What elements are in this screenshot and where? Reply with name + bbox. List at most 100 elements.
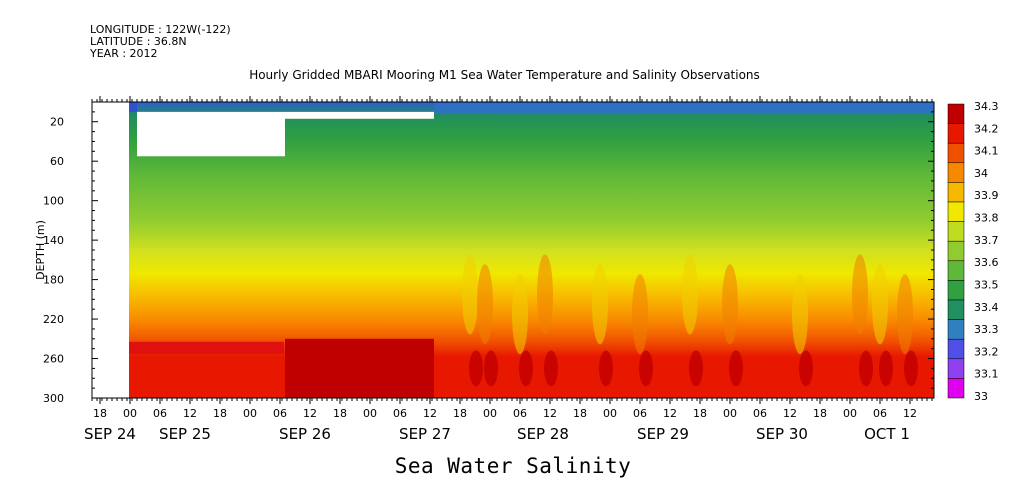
x-tick-label: 00 — [243, 407, 257, 420]
x-day-label: SEP 30 — [756, 425, 808, 443]
x-tick-label: 06 — [753, 407, 767, 420]
x-day-label: SEP 26 — [279, 425, 331, 443]
y-tick-label: 20 — [50, 116, 64, 129]
y-tick-label: 180 — [43, 274, 64, 287]
x-day-label: SEP 25 — [159, 425, 211, 443]
colorbar-label: 33.3 — [974, 323, 999, 336]
x-tick-label: 06 — [873, 407, 887, 420]
surface-low-salinity — [434, 102, 934, 114]
x-tick-label: 00 — [843, 407, 857, 420]
deep-ripple — [519, 350, 533, 387]
deep-ripple — [484, 350, 498, 387]
colorbar-label: 34.2 — [974, 122, 999, 135]
colorbar-swatch — [947, 358, 965, 379]
x-tick-label: 18 — [213, 407, 227, 420]
data-gap — [92, 102, 129, 398]
deep-high-salinity-band — [285, 338, 434, 398]
colorbar-label: 34 — [974, 167, 988, 180]
salinity-ripple — [477, 264, 493, 345]
x-tick-label: 18 — [333, 407, 347, 420]
colorbar-swatch — [947, 142, 965, 164]
x-tick-label: 18 — [693, 407, 707, 420]
year-label: YEAR : 2012 — [90, 47, 158, 60]
x-day-label: SEP 27 — [399, 425, 451, 443]
salinity-ripple — [537, 254, 553, 335]
chart-title: Hourly Gridded MBARI Mooring M1 Sea Wate… — [249, 68, 760, 82]
x-tick-label: 06 — [153, 407, 167, 420]
deep-ripple — [904, 350, 918, 387]
x-tick-label: 18 — [93, 407, 107, 420]
deep-ripple — [544, 350, 558, 387]
deep-ripple — [639, 350, 653, 387]
salinity-ripple — [852, 254, 868, 335]
data-gap — [285, 111, 434, 119]
y-tick-label: 60 — [50, 155, 64, 168]
colorbar-swatch — [947, 338, 965, 360]
x-day-label: SEP 29 — [637, 425, 689, 443]
y-axis-label: DEPTH (m) — [34, 220, 47, 280]
data-gap — [137, 111, 285, 157]
x-tick-label: 00 — [483, 407, 497, 420]
deep-ripple — [879, 350, 893, 387]
salinity-ripple — [592, 264, 608, 345]
salinity-ripple — [682, 254, 698, 335]
deep-ripple — [469, 350, 483, 387]
x-tick-label: 18 — [573, 407, 587, 420]
x-tick-label: 12 — [303, 407, 317, 420]
colorbar-swatch — [947, 280, 965, 301]
surface-segment — [129, 102, 137, 112]
x-tick-label: 06 — [633, 407, 647, 420]
colorbar-label: 33.4 — [974, 301, 999, 314]
colorbar-label: 33.2 — [974, 345, 999, 358]
x-tick-label: 12 — [543, 407, 557, 420]
x-day-label: SEP 24 — [84, 425, 136, 443]
x-tick-label: 12 — [183, 407, 197, 420]
salinity-ripple — [722, 264, 738, 345]
x-tick-label: 00 — [363, 407, 377, 420]
longitude-label: LONGITUDE : 122W(-122) — [90, 23, 231, 36]
x-tick-label: 00 — [723, 407, 737, 420]
colorbar-swatch — [947, 260, 965, 281]
salinity-ripple — [872, 264, 888, 345]
colorbar-label: 33.5 — [974, 278, 999, 291]
x-tick-label: 06 — [513, 407, 527, 420]
colorbar-label: 33.9 — [974, 189, 999, 202]
bottom-title: Sea Water Salinity — [394, 454, 632, 478]
latitude-label: LATITUDE : 36.8N — [90, 35, 187, 48]
salinity-ripple — [512, 274, 528, 355]
colorbar-label: 34.1 — [974, 145, 999, 158]
x-tick-label: 12 — [783, 407, 797, 420]
colorbar-swatch — [947, 162, 965, 183]
colorbar-swatch — [947, 240, 965, 262]
x-tick-label: 00 — [603, 407, 617, 420]
x-tick-label: 12 — [903, 407, 917, 420]
deep-ripple — [689, 350, 703, 387]
colorbar-swatch — [947, 221, 965, 242]
colorbar-label: 33 — [974, 390, 988, 403]
deep-band-sep25 — [129, 341, 284, 354]
y-tick-label: 140 — [43, 234, 64, 247]
salinity-ripple — [632, 274, 648, 355]
x-tick-label: 12 — [423, 407, 437, 420]
metadata-block: LONGITUDE : 122W(-122) LATITUDE : 36.8N … — [90, 24, 231, 60]
x-tick-label: 12 — [663, 407, 677, 420]
x-tick-label: 18 — [453, 407, 467, 420]
y-tick-label: 300 — [43, 392, 64, 405]
x-tick-label: 06 — [273, 407, 287, 420]
deep-ripple — [859, 350, 873, 387]
x-tick-label: 18 — [813, 407, 827, 420]
y-tick-label: 220 — [43, 313, 64, 326]
colorbar-label: 34.3 — [974, 100, 999, 113]
colorbar-label: 33.8 — [974, 212, 999, 225]
colorbar-swatch — [947, 103, 965, 124]
colorbar-swatch — [947, 319, 965, 340]
colorbar-swatch — [947, 299, 965, 320]
y-tick-label: 260 — [43, 353, 64, 366]
colorbar-swatch — [947, 123, 965, 144]
colorbar-swatch — [947, 182, 965, 203]
colorbar-label: 33.7 — [974, 234, 999, 247]
colorbar-swatch — [947, 201, 965, 222]
deep-ripple — [729, 350, 743, 387]
x-tick-label: 06 — [393, 407, 407, 420]
